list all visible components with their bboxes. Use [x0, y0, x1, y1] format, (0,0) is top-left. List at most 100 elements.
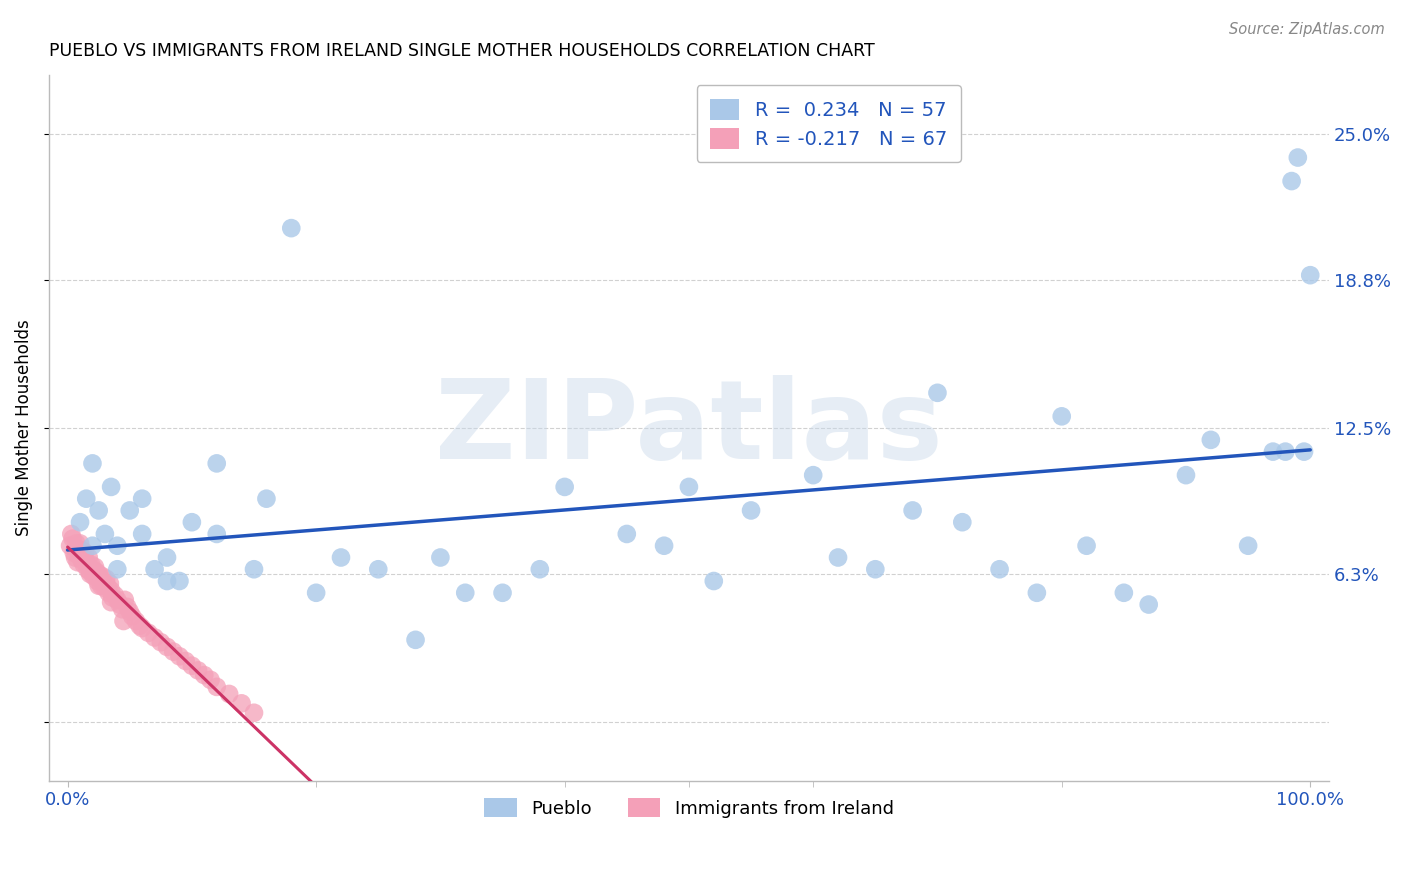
Point: [1025, 586, 1047, 600]
Point: [865, 562, 887, 576]
Point: [104, 588, 127, 602]
Point: [131, 621, 153, 635]
Point: [82, 539, 104, 553]
Point: [1261, 444, 1284, 458]
Point: [169, 649, 191, 664]
Point: [117, 599, 139, 614]
Point: [94, 581, 117, 595]
Point: [927, 385, 949, 400]
Point: [82, 456, 104, 470]
Point: [98, 576, 121, 591]
Point: [100, 480, 122, 494]
Point: [131, 527, 153, 541]
Point: [367, 562, 389, 576]
Text: Source: ZipAtlas.com: Source: ZipAtlas.com: [1229, 22, 1385, 37]
Point: [87, 503, 110, 517]
Point: [678, 480, 700, 494]
Point: [69, 515, 91, 529]
Point: [67, 548, 90, 562]
Point: [65, 536, 87, 550]
Point: [76, 562, 98, 576]
Point: [62, 532, 84, 546]
Point: [143, 562, 166, 576]
Point: [138, 625, 160, 640]
Point: [1299, 268, 1322, 282]
Point: [100, 583, 122, 598]
Point: [156, 574, 179, 588]
Point: [143, 631, 166, 645]
Point: [84, 565, 107, 579]
Point: [1237, 539, 1260, 553]
Point: [205, 680, 228, 694]
Point: [66, 555, 89, 569]
Point: [121, 609, 143, 624]
Point: [131, 491, 153, 506]
Point: [218, 687, 240, 701]
Point: [149, 635, 172, 649]
Text: ZIPatlas: ZIPatlas: [434, 375, 943, 482]
Point: [491, 586, 513, 600]
Point: [827, 550, 849, 565]
Point: [93, 576, 115, 591]
Point: [97, 586, 120, 600]
Point: [63, 550, 86, 565]
Point: [77, 550, 100, 565]
Point: [1281, 174, 1303, 188]
Point: [801, 468, 824, 483]
Point: [69, 536, 91, 550]
Point: [231, 697, 253, 711]
Point: [125, 614, 148, 628]
Point: [243, 706, 266, 720]
Point: [118, 605, 141, 619]
Point: [901, 503, 924, 517]
Point: [87, 579, 110, 593]
Point: [96, 579, 118, 593]
Point: [86, 574, 108, 588]
Point: [80, 558, 103, 572]
Point: [87, 566, 110, 581]
Point: [101, 591, 124, 605]
Point: [200, 673, 222, 687]
Point: [330, 550, 353, 565]
Point: [162, 644, 184, 658]
Point: [950, 515, 973, 529]
Point: [105, 539, 128, 553]
Legend: Pueblo, Immigrants from Ireland: Pueblo, Immigrants from Ireland: [477, 791, 901, 825]
Point: [169, 574, 191, 588]
Point: [205, 527, 228, 541]
Point: [1274, 444, 1296, 458]
Point: [1199, 433, 1222, 447]
Point: [305, 586, 328, 600]
Point: [60, 527, 83, 541]
Point: [94, 572, 117, 586]
Point: [105, 562, 128, 576]
Point: [79, 565, 101, 579]
Point: [616, 527, 638, 541]
Point: [1175, 468, 1198, 483]
Point: [554, 480, 576, 494]
Point: [740, 503, 762, 517]
Point: [703, 574, 725, 588]
Point: [1137, 598, 1160, 612]
Point: [105, 592, 128, 607]
Y-axis label: Single Mother Households: Single Mother Households: [15, 319, 32, 536]
Point: [70, 553, 93, 567]
Point: [65, 541, 87, 555]
Point: [90, 579, 112, 593]
Point: [118, 503, 141, 517]
Text: PUEBLO VS IMMIGRANTS FROM IRELAND SINGLE MOTHER HOUSEHOLDS CORRELATION CHART: PUEBLO VS IMMIGRANTS FROM IRELAND SINGLE…: [49, 42, 875, 60]
Point: [91, 569, 114, 583]
Point: [79, 566, 101, 581]
Point: [73, 546, 96, 560]
Point: [988, 562, 1011, 576]
Point: [73, 558, 96, 572]
Point: [75, 491, 97, 506]
Point: [243, 562, 266, 576]
Point: [1292, 444, 1315, 458]
Point: [108, 598, 131, 612]
Point: [1076, 539, 1098, 553]
Point: [89, 572, 111, 586]
Point: [63, 546, 86, 560]
Point: [652, 539, 675, 553]
Point: [174, 654, 197, 668]
